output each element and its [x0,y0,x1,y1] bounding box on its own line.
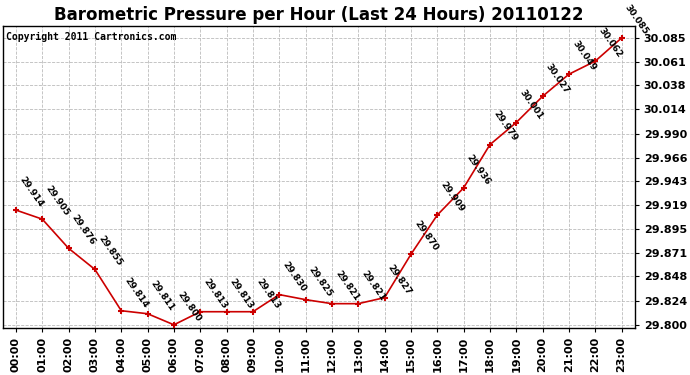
Text: 29.855: 29.855 [97,234,124,268]
Text: 29.821: 29.821 [333,268,361,302]
Text: 30.027: 30.027 [544,62,571,95]
Text: 29.870: 29.870 [413,219,440,253]
Text: 29.825: 29.825 [307,265,334,298]
Text: 29.813: 29.813 [201,277,229,310]
Text: 29.827: 29.827 [386,262,413,296]
Text: 29.936: 29.936 [465,153,493,186]
Text: 29.811: 29.811 [149,279,176,312]
Text: 30.085: 30.085 [623,3,650,37]
Title: Barometric Pressure per Hour (Last 24 Hours) 20110122: Barometric Pressure per Hour (Last 24 Ho… [54,6,584,24]
Text: 29.800: 29.800 [175,290,202,323]
Text: 29.909: 29.909 [439,180,466,214]
Text: 29.876: 29.876 [70,213,97,247]
Text: 29.813: 29.813 [228,277,255,310]
Text: 29.979: 29.979 [491,110,519,143]
Text: 29.813: 29.813 [255,277,282,310]
Text: 30.062: 30.062 [597,27,624,60]
Text: 29.821: 29.821 [359,268,387,302]
Text: Copyright 2011 Cartronics.com: Copyright 2011 Cartronics.com [6,32,177,42]
Text: 30.049: 30.049 [570,39,598,73]
Text: 29.830: 29.830 [281,260,308,293]
Text: 29.905: 29.905 [43,184,71,218]
Text: 29.914: 29.914 [17,175,45,209]
Text: 29.814: 29.814 [123,276,150,309]
Text: 30.001: 30.001 [518,88,544,121]
